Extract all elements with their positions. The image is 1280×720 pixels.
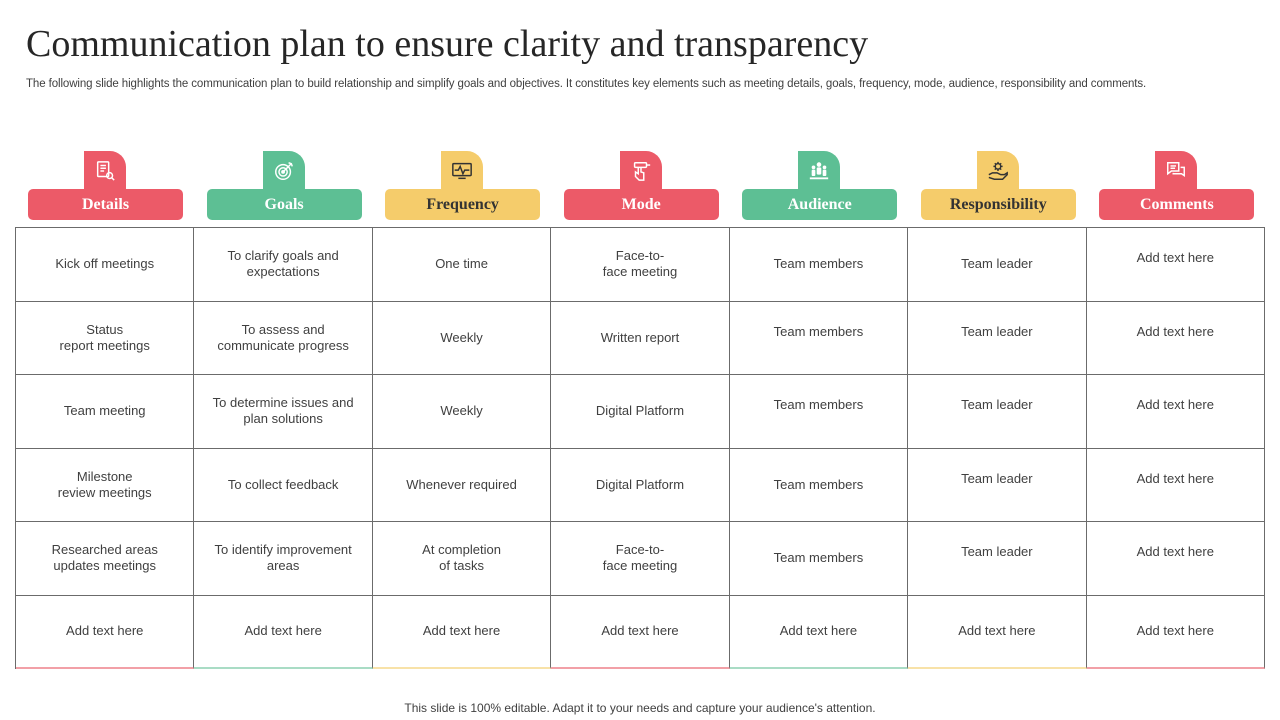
column-header-comments: Comments [1086,151,1265,221]
column-header-responsibility: Responsibility [908,151,1087,221]
table-cell: Add text here [1086,522,1265,596]
table-cell: Team members [729,301,909,375]
table-cell: Digital Platform [551,375,730,449]
table-cell: To collect feedback [194,448,373,522]
column-icon-tab [619,151,662,191]
table-cell: Face-to- face meeting [551,228,730,302]
table-cell: Add text here [1086,301,1265,375]
table-cell: To determine issues and plan solutions [194,375,373,449]
column-label: Audience [742,189,898,220]
column-icon-tab [262,151,305,191]
table-cell: To clarify goals and expectations [194,228,373,302]
table-cell: Written report [551,301,730,375]
column-label: Responsibility [920,189,1076,220]
table-cell: Team leader [908,228,1087,302]
table-cell: One time [372,228,552,302]
table-cell: Add text here [1086,448,1265,522]
table-cell: Weekly [372,375,552,449]
column-header-mode: Mode [551,151,730,221]
table-cell: Add text here [1086,228,1265,302]
table-cell: Add text here [551,595,730,669]
table-cell: Add text here [194,595,373,669]
table-cell: Team members [729,522,909,596]
column-label: Comments [1099,189,1255,220]
table-cell: Add text here [16,595,195,669]
table-cell: Team members [729,228,909,302]
column-header-goals: Goals [194,151,373,221]
table-cell: At completion of tasks [372,522,552,596]
table-cell: Milestone review meetings [16,448,195,522]
table-cell: Team leader [908,375,1087,449]
column-icon-tab [84,151,126,191]
table-cell: Team members [729,448,909,522]
table-cell: To identify improvement areas [194,522,373,596]
table-cell: Add text here [1086,375,1265,449]
communication-plan-table: Kick off meetings To clarify goals and ex… [15,227,1265,669]
table-cell: Weekly [372,301,552,375]
table-cell: Add text here [908,595,1087,669]
column-icon-tab [798,151,841,191]
table-cell: Team leader [908,448,1087,522]
table-cell: Add text here [1086,595,1265,669]
table-cell: Team leader [908,301,1087,375]
column-header-row: Details Goals Frequency Mode Audience Respons… [15,151,1265,221]
table-cell: Status report meetings [16,301,195,375]
column-header-details: Details [15,151,194,221]
table-cell: Researched areas updates meetings [16,522,195,596]
table-cell: Team meeting [16,375,195,449]
table-cell: To assess and communicate progress [194,301,373,375]
page-subtitle: The following slide highlights the commu… [26,78,1147,90]
page-title: Communication plan to ensure clarity and… [26,23,869,65]
column-label: Details [28,189,183,220]
table-cell: Digital Platform [551,448,730,522]
column-icon-tab [441,151,484,191]
column-header-frequency: Frequency [372,151,551,221]
column-label: Frequency [385,189,541,220]
table-cell: Add text here [372,595,552,669]
table-cell: Add text here [729,595,909,669]
table-cell: Kick off meetings [16,228,195,302]
table-cell: Team members [729,375,909,449]
column-header-audience: Audience [729,151,908,221]
table-cell: Whenever required [372,448,552,522]
column-icon-tab [1155,151,1198,191]
table-cell: Team leader [908,522,1087,596]
footer-note: This slide is 100% editable. Adapt it to… [404,701,876,715]
column-label: Mode [563,189,719,220]
column-label: Goals [206,189,362,220]
column-icon-tab [976,151,1019,191]
table-cell: Face-to- face meeting [551,522,730,596]
